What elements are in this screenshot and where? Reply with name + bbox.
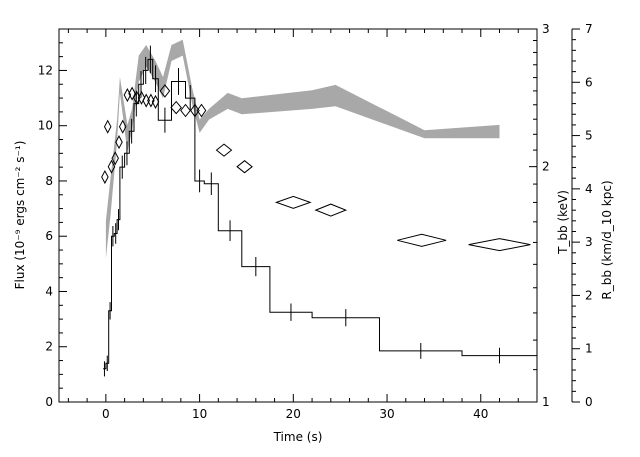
temperature-diamond <box>133 90 141 105</box>
temperature-diamond <box>397 233 447 247</box>
temperature-axis: 1 2 3 <box>529 22 550 409</box>
radius-axis-title: R_bb (km/d_10 kpc) <box>600 180 614 299</box>
flux-tick-label: 0 <box>45 395 53 409</box>
temperature-diamond <box>468 238 531 252</box>
flux-axis: 0 2 4 6 8 10 12 <box>38 42 67 409</box>
temperature-diamond <box>103 119 112 134</box>
temperature-tick-label: 3 <box>542 22 550 36</box>
flux-tick-label: 12 <box>38 63 53 77</box>
flux-tick-label: 4 <box>45 284 53 298</box>
flux-tick-label: 8 <box>45 174 53 188</box>
temperature-diamond <box>190 103 200 118</box>
temperature-diamond <box>236 160 253 174</box>
flux-tick-label: 2 <box>45 340 53 354</box>
x-tick-label: 0 <box>102 407 110 421</box>
radius-tick-label: 6 <box>585 75 593 89</box>
temperature-diamond <box>123 87 132 103</box>
temperature-diamond <box>115 135 123 150</box>
temperature-diamonds-layer <box>101 84 531 252</box>
radius-tick-label: 1 <box>585 342 593 356</box>
temperature-diamond <box>101 169 109 185</box>
radius-tick-label: 0 <box>585 395 593 409</box>
x-tick-label: 40 <box>473 407 488 421</box>
radius-tick-label: 4 <box>585 182 593 196</box>
temperature-diamond <box>170 100 182 115</box>
temperature-diamond <box>314 203 348 217</box>
temperature-diamond <box>159 84 171 98</box>
plot-frame <box>58 28 538 403</box>
temperature-tick-label: 1 <box>542 395 550 409</box>
radius-axis: 0 1 2 3 4 5 6 7 <box>572 22 593 409</box>
temperature-diamond <box>111 151 119 166</box>
temperature-diamond <box>142 93 150 108</box>
temperature-diamond <box>147 93 155 108</box>
flux-tick-label: 10 <box>38 119 53 133</box>
temperature-diamond <box>118 119 127 134</box>
x-axis-title: Time (s) <box>273 430 323 444</box>
radius-tick-label: 2 <box>585 288 593 302</box>
temperature-diamond <box>274 195 312 209</box>
radius-tick-label: 7 <box>585 22 593 36</box>
temperature-tick-label: 2 <box>542 160 550 174</box>
temperature-diamond <box>196 103 207 118</box>
radius-tick-label: 5 <box>585 129 593 143</box>
temperature-diamond <box>215 143 233 157</box>
x-tick-label: 10 <box>192 407 207 421</box>
radius-tick-label: 3 <box>585 235 593 249</box>
temperature-axis-title: T_bb (keV) <box>556 190 570 255</box>
temperature-diamond <box>151 94 160 109</box>
x-tick-label: 20 <box>286 407 301 421</box>
x-axis: 0 10 20 30 40 <box>67 29 538 421</box>
temperature-diamond <box>107 159 116 174</box>
flux-tick-label: 6 <box>45 229 53 243</box>
flux-axis-title: Flux (10⁻⁹ ergs cm⁻² s⁻¹) <box>13 141 27 290</box>
x-tick-label: 30 <box>379 407 394 421</box>
